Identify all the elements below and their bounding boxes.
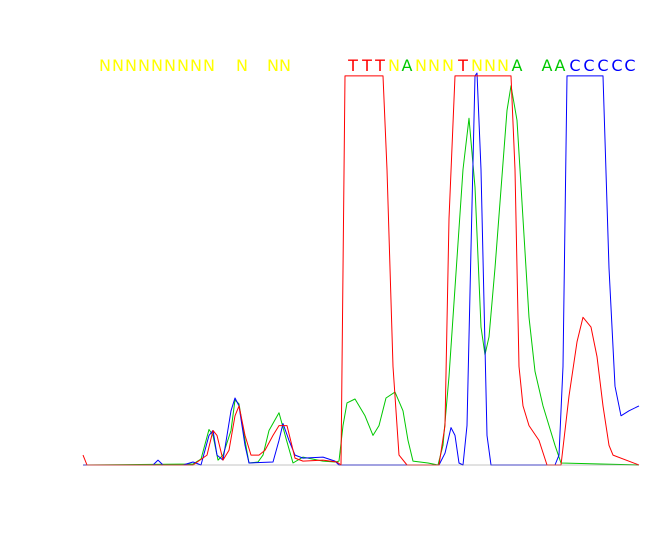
base-call: N (112, 56, 124, 75)
base-call: A (542, 56, 553, 75)
base-call: N (177, 56, 189, 75)
trace-group (82, 72, 640, 466)
base-call: N (388, 56, 400, 75)
base-call: C (569, 56, 580, 75)
base-call: N (471, 56, 483, 75)
base-call: T (347, 56, 358, 75)
base-call: N (190, 56, 202, 75)
trace-a (82, 85, 640, 466)
base-call: A (512, 56, 523, 75)
base-call: N (164, 56, 176, 75)
base-call: N (442, 56, 454, 75)
base-call: N (267, 56, 279, 75)
trace-c (83, 72, 640, 466)
base-call: C (583, 56, 594, 75)
base-call: C (597, 56, 608, 75)
base-call: T (374, 56, 385, 75)
base-call: A (402, 56, 413, 75)
base-call: C (611, 56, 622, 75)
base-call: C (624, 56, 635, 75)
base-call: N (236, 56, 248, 75)
base-call: T (457, 56, 468, 75)
base-call: N (125, 56, 137, 75)
base-call: N (497, 56, 509, 75)
base-call: N (484, 56, 496, 75)
base-call: N (415, 56, 427, 75)
base-call: T (361, 56, 372, 75)
base-call: N (138, 56, 150, 75)
base-call: N (99, 56, 111, 75)
base-call: N (203, 56, 215, 75)
base-call: N (151, 56, 163, 75)
base-call: N (279, 56, 291, 75)
trace-t (82, 75, 640, 466)
base-call: A (555, 56, 566, 75)
base-call: N (428, 56, 440, 75)
